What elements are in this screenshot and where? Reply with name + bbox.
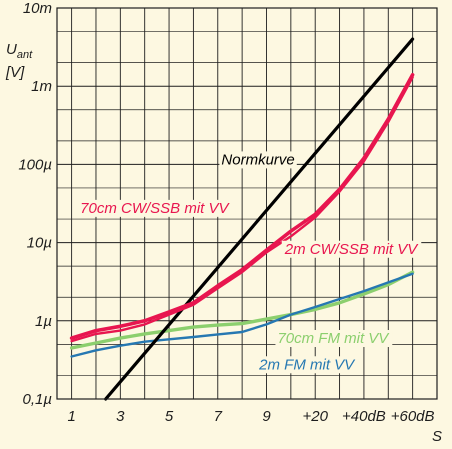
x-tick-label: 9 [262, 408, 271, 425]
annotation-background [78, 199, 233, 217]
y-tick-label: 10µ [27, 235, 52, 252]
y-tick-label: 100µ [18, 156, 52, 173]
annotations-layer: Normkurve 70cm CW/SSB mit VV 2m CW/SSB mit… [78, 151, 422, 374]
annotation-background [275, 330, 393, 348]
y-axis-unit-subscript: ant [17, 49, 33, 61]
annotation-background [281, 240, 422, 258]
y-tick-label: 1µ [35, 313, 52, 330]
series-line-fm-2m [70, 272, 414, 358]
series-line-cw-2m [70, 76, 414, 343]
x-tick-label: +40dB [342, 408, 386, 425]
y-axis-unit-label: Uant [6, 41, 33, 61]
series-line-cw-70cm [69, 73, 415, 340]
x-tick-label: 3 [116, 408, 125, 425]
series-layer [69, 37, 415, 401]
x-tick-label: 7 [214, 408, 223, 425]
y-axis-unit-bracket: [V] [5, 64, 25, 81]
x-tick-label: 5 [165, 408, 174, 425]
annotation-norm: Normkurve [221, 151, 294, 168]
y-tick-label: 10m [23, 0, 52, 17]
y-tick-label: 0,1µ [23, 391, 53, 408]
series-line-fm-70cm [69, 270, 415, 350]
annotation-cw-2m: 2m CW/SSB mit VV [284, 241, 420, 258]
y-axis-unit-main: U [6, 41, 17, 58]
annotation-cw-70cm: 70cm CW/SSB mit VV [80, 200, 230, 217]
x-tick-label: +20 [302, 408, 328, 425]
annotation-background [219, 151, 297, 169]
annotation-fm-70cm: 70cm FM mit VV [277, 330, 390, 347]
plot-frame [56, 7, 438, 400]
series-line-norm [104, 37, 415, 401]
x-tick-label: 1 [67, 408, 75, 425]
x-tick-label: +60dB [391, 408, 435, 425]
annotation-background [256, 356, 359, 374]
plot-frame-layer [56, 7, 438, 400]
tick-labels-layer: 1 3 5 7 9 +20 +40dB +60dB 10m 1m 100µ 10µ 1µ 0,1µ [18, 0, 434, 425]
y-tick-label: 1m [31, 78, 52, 95]
x-axis-unit-label: S [432, 428, 442, 445]
annotation-fm-2m: 2m FM mit VV [258, 356, 356, 373]
